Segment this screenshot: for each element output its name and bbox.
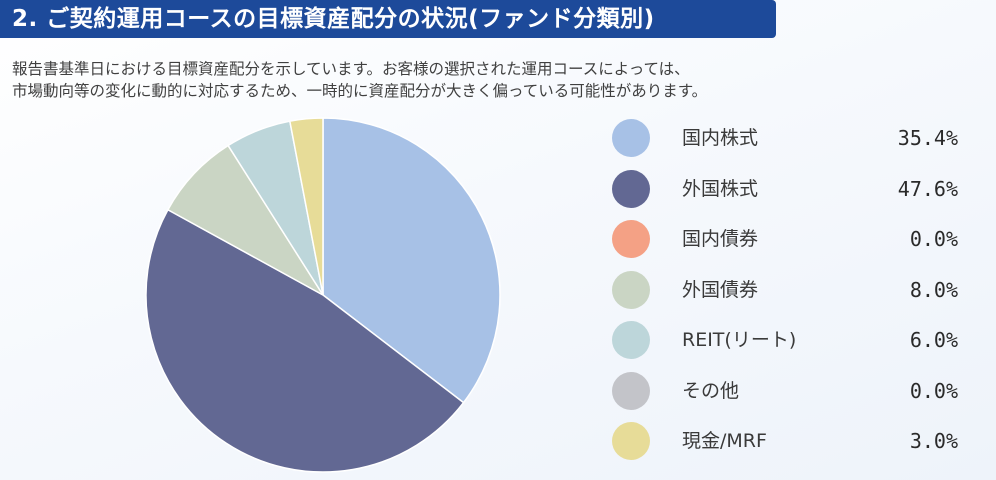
pie-slice-1 <box>145 208 465 473</box>
legend-swatch <box>612 119 650 157</box>
legend-swatch <box>612 270 650 309</box>
legend-value: 0.0% <box>909 378 958 403</box>
legend-label: 現金/MRF <box>682 430 767 452</box>
pie-slice-3 <box>166 144 324 296</box>
pie-slice-6 <box>288 117 324 296</box>
legend-swatch <box>612 169 650 208</box>
legend-item: その他 0.0% <box>612 370 972 414</box>
legend-label: REIT(リート) <box>682 329 797 351</box>
legend-value: 35.4% <box>897 126 958 150</box>
legend-item: 外国債券 8.0% <box>612 269 972 313</box>
legend-label: 外国債券 <box>682 278 759 301</box>
legend-item: REIT(リート) 6.0% <box>612 319 972 363</box>
legend-item: 国内債券 0.0% <box>612 218 972 262</box>
legend-value: 0.0% <box>909 227 958 251</box>
description-text: 報告書基準日における目標資産配分を示しています。お客様の選択された運用コースによ… <box>12 58 812 102</box>
legend-swatch <box>612 371 650 410</box>
section-title-bar: 2. ご契約運用コースの目標資産配分の状況(ファンド分類別) <box>0 0 776 38</box>
legend-label: 外国株式 <box>682 177 759 200</box>
legend-value: 3.0% <box>909 429 958 453</box>
legend-label: 国内株式 <box>682 127 759 149</box>
legend-item: 国内株式 35.4% <box>612 117 972 161</box>
legend-value: 8.0% <box>909 277 958 302</box>
pie-chart <box>145 117 501 473</box>
legend-value: 47.6% <box>897 176 958 201</box>
legend-swatch <box>612 422 650 460</box>
description-line-1: 報告書基準日における目標資産配分を示しています。お客様の選択された運用コースによ… <box>12 60 690 78</box>
legend-item: 外国株式 47.6% <box>612 168 972 212</box>
legend-item: 現金/MRF 3.0% <box>612 420 972 464</box>
pie-slice-0 <box>322 117 501 404</box>
legend-swatch <box>612 321 650 359</box>
legend-swatch <box>612 220 650 258</box>
section-title: 2. ご契約運用コースの目標資産配分の状況(ファンド分類別) <box>12 6 655 32</box>
legend-label: その他 <box>682 379 740 402</box>
description-line-2: 市場動向等の変化に動的に対応するため、一時的に資産配分が大きく偏っている可能性が… <box>12 82 708 100</box>
legend-label: 国内債券 <box>682 228 759 250</box>
legend-value: 6.0% <box>909 328 958 352</box>
